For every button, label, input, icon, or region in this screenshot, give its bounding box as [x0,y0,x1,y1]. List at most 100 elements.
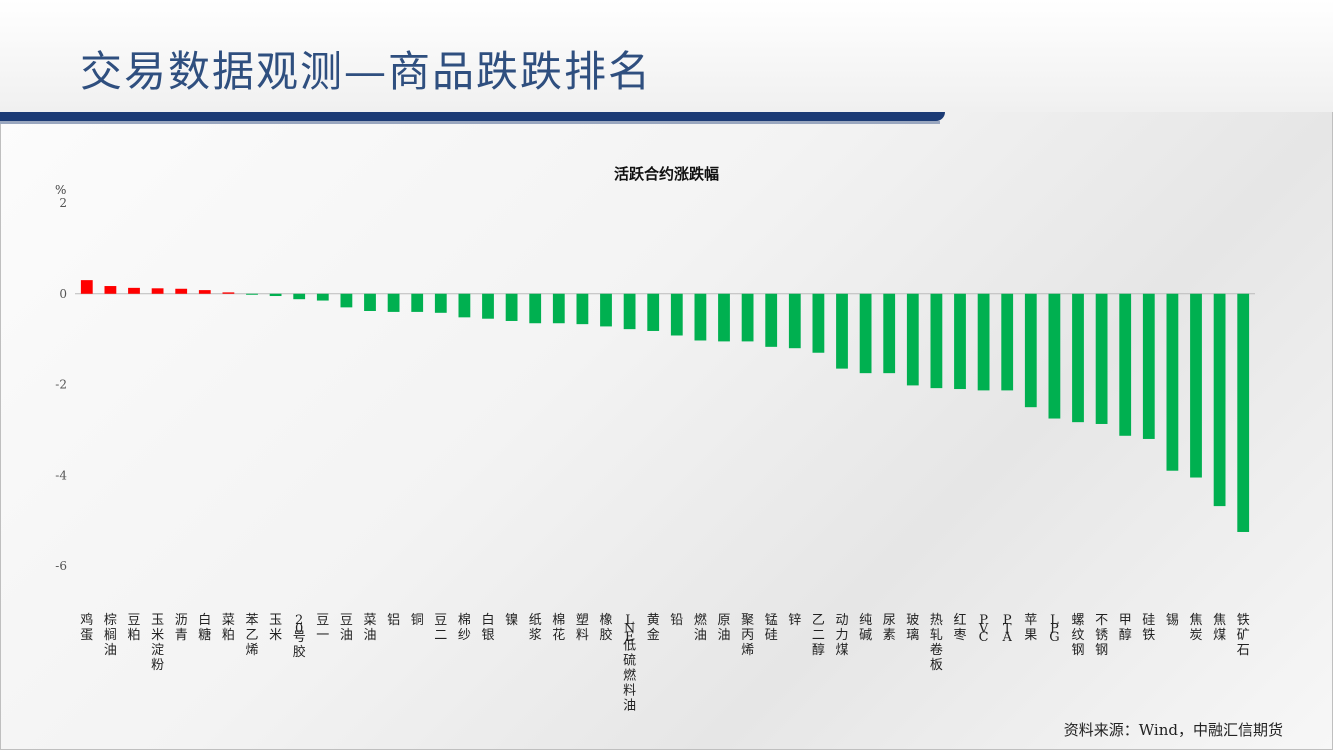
x-category-label: 2 0 号胶 [293,613,306,660]
x-category-label: 沥青 [175,613,188,643]
bar [175,288,188,294]
x-category-label: 锡 [1166,613,1179,628]
source-note: 资料来源：Wind，中融汇信期货 [1063,721,1283,739]
bar [316,293,329,301]
x-category-label: 镍 [505,613,518,628]
bar [1190,293,1202,478]
bar [576,293,589,325]
x-category-label: 甲醇 [1119,613,1132,643]
x-category-label: 白糖 [198,612,211,643]
title-underline-bar [0,112,945,121]
bar [1166,293,1179,471]
x-category-label: 玻璃 [906,613,919,643]
x-category-label: 尿素 [883,613,896,643]
bar [529,293,542,324]
x-category-label: 焦炭 [1189,613,1202,643]
bar [482,293,494,319]
x-category-label: 铅 [670,613,683,628]
bar [151,288,164,294]
bar [906,293,919,386]
x-category-label: 锰硅 [765,613,778,643]
bar [765,293,778,347]
bar [954,293,966,390]
bar [340,293,353,308]
bar [269,293,282,297]
bar [505,293,518,321]
bar [411,293,424,312]
x-category-label: 铝 [387,613,400,628]
header-band [0,0,1333,112]
x-category-label: 铜 [411,613,424,628]
bar [812,293,825,353]
x-category-label: 玉米 [269,613,282,643]
bar [647,293,660,331]
x-category-label: 乙二醇 [812,613,825,658]
x-category-label: 棉花 [552,613,565,643]
x-category-label: 棕榈油 [104,613,117,658]
bar [128,287,140,294]
x-category-label: 黄金 [647,613,660,643]
bar [718,293,730,342]
bar [364,293,376,311]
y-tick-label: -6 [55,559,67,573]
x-category-label: 红枣 [953,612,966,643]
bar [104,286,117,294]
x-category-label: 聚丙烯 [741,613,754,658]
bar [293,293,306,300]
bar [977,293,990,391]
y-tick-label: 2 [59,196,67,210]
x-category-label: 豆油 [340,613,353,643]
x-category-label: 燃油 [694,612,707,643]
x-category-label: 豆粕 [127,613,140,643]
x-category-label: 豆二 [434,613,447,643]
page-title: 交易数据观测—商品跌跌排名 [80,47,653,96]
x-category-label: 豆一 [316,613,329,643]
bar [836,293,848,369]
bar [1142,293,1155,439]
x-category-label: 玉米淀粉 [151,613,164,673]
bar [222,292,235,294]
x-category-label: 原油 [717,613,730,643]
x-category-label: L N E 低硫燃料油 [623,613,636,714]
bar [623,293,636,330]
bar [930,293,943,389]
bar [458,293,471,318]
bar [80,280,93,294]
x-category-label: 锌 [788,613,801,628]
x-category-label: 菜油 [363,613,376,643]
bar [434,293,447,313]
x-category-label: 热轧卷板 [930,613,943,673]
bar [694,293,707,341]
x-category-label: 不锈钢 [1095,613,1108,658]
bar [883,293,896,374]
chart-title: 活跃合约涨跌幅 [613,165,719,183]
x-category-label: 铁矿石 [1237,613,1250,658]
bar [788,293,801,349]
bar [1237,293,1250,532]
x-category-label: 苹果 [1024,613,1037,643]
bar [741,293,754,342]
x-category-label: 鸡蛋 [80,612,93,643]
x-category-label: 动力煤 [835,613,848,658]
bar [1001,293,1014,391]
x-category-label: 白银 [481,612,494,643]
x-category-label: 焦煤 [1213,613,1226,643]
y-tick-label: -4 [55,468,67,482]
x-category-label: 硅铁 [1142,613,1155,643]
bar [1072,293,1084,423]
bar [600,293,612,327]
x-category-label: 塑料 [576,613,589,643]
y-tick-label: -2 [55,378,67,392]
bar [1119,293,1132,436]
bar [1024,293,1037,408]
x-category-label: 螺纹钢 [1071,613,1084,658]
bar [552,293,565,324]
x-category-label: 棉纱 [458,613,471,643]
x-category-label: 纯碱 [859,613,872,643]
bar [1213,293,1226,507]
x-category-label: 菜粕 [222,613,235,643]
bar [1048,293,1061,419]
